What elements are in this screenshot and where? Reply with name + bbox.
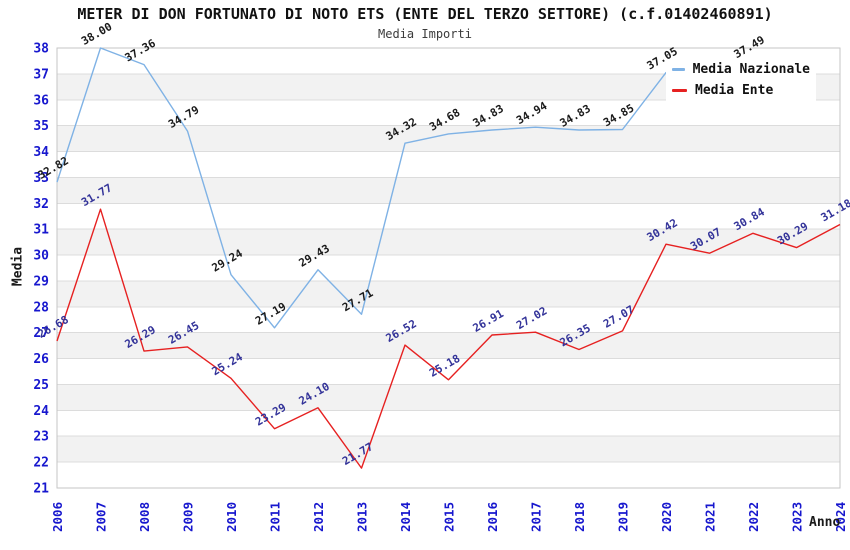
chart-title: METER DI DON FORTUNATO DI NOTO ETS (ENTE… bbox=[77, 5, 773, 23]
legend-label-media-ente: Media Ente bbox=[695, 83, 774, 98]
plot-band bbox=[57, 177, 840, 204]
x-tick-label: 2006 bbox=[50, 502, 65, 532]
media-nazionale-line-swatch bbox=[672, 68, 685, 71]
series-line-media-ente bbox=[56, 208, 841, 469]
y-tick-label: 30 bbox=[33, 249, 49, 264]
y-tick-label: 31 bbox=[33, 223, 49, 238]
y-tick-label: 24 bbox=[33, 404, 49, 419]
x-tick-label: 2013 bbox=[355, 502, 370, 532]
x-tick-label: 2010 bbox=[224, 502, 239, 532]
y-tick-label: 21 bbox=[33, 482, 49, 497]
y-tick-label: 33 bbox=[33, 171, 49, 186]
x-tick-label: 2019 bbox=[616, 502, 631, 532]
plot-border bbox=[56, 47, 841, 489]
y-tick-label: 36 bbox=[33, 93, 49, 108]
y-tick-label: 25 bbox=[33, 378, 49, 393]
x-tick-label: 2018 bbox=[572, 502, 587, 532]
legend: Media Nazionale Media Ente bbox=[666, 56, 816, 104]
x-tick-label: 2008 bbox=[137, 502, 152, 532]
plot-band bbox=[57, 384, 840, 411]
x-tick-label: 2015 bbox=[442, 502, 457, 532]
series-line-media-nazionale bbox=[56, 47, 754, 329]
x-tick-label: 2016 bbox=[485, 502, 500, 532]
y-tick-label: 37 bbox=[33, 67, 49, 82]
x-tick-label: 2023 bbox=[790, 502, 805, 532]
x-tick-label: 2012 bbox=[311, 502, 326, 532]
x-tick-label: 2022 bbox=[746, 502, 761, 532]
x-tick-label: 2014 bbox=[398, 502, 413, 532]
legend-item-media-ente: Media Ente bbox=[672, 80, 810, 101]
x-tick-label: 2020 bbox=[659, 502, 674, 532]
plot-band bbox=[57, 280, 840, 307]
plot-band bbox=[57, 229, 840, 256]
y-tick-label: 34 bbox=[33, 145, 49, 160]
x-tick-label: 2007 bbox=[94, 502, 109, 532]
y-tick-label: 35 bbox=[33, 119, 49, 134]
x-axis-title: Anno bbox=[809, 515, 841, 530]
y-tick-label: 28 bbox=[33, 300, 49, 315]
y-tick-label: 26 bbox=[33, 352, 49, 367]
media-ente-line-swatch bbox=[672, 89, 687, 92]
x-tick-label: 2017 bbox=[529, 502, 544, 532]
legend-label-media-nazionale: Media Nazionale bbox=[692, 62, 810, 77]
y-tick-label: 23 bbox=[33, 430, 49, 445]
y-tick-label: 38 bbox=[33, 42, 49, 57]
chart-subtitle: Media Importi bbox=[378, 27, 472, 41]
x-tick-label: 2009 bbox=[181, 502, 196, 532]
y-tick-label: 29 bbox=[33, 274, 49, 289]
legend-item-media-nazionale: Media Nazionale bbox=[672, 59, 810, 80]
plot-band bbox=[57, 332, 840, 359]
y-tick-label: 27 bbox=[33, 326, 49, 341]
x-tick-label: 2021 bbox=[703, 502, 718, 532]
y-axis-title: Media bbox=[10, 246, 26, 287]
y-tick-label: 32 bbox=[33, 197, 49, 212]
x-tick-label: 2011 bbox=[268, 502, 283, 532]
y-tick-label: 22 bbox=[33, 456, 49, 471]
x-tick-label: 2024 bbox=[833, 502, 848, 532]
plot-band bbox=[57, 125, 840, 152]
plot-band bbox=[57, 436, 840, 463]
